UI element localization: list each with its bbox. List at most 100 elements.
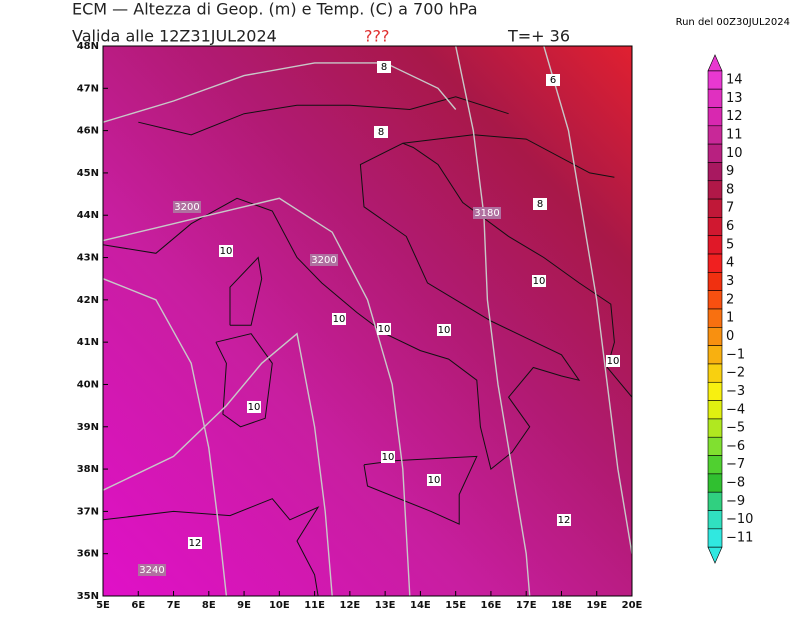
contour-label: 10 [382,452,395,463]
lon-label: 12E [339,600,360,611]
lat-label: 41N [77,337,99,348]
colorbar-box [707,272,723,291]
coastline [103,498,320,596]
contour-label-box [310,254,338,266]
contour-label: 10 [428,475,441,486]
contour-label: 10 [438,325,451,336]
contour-label: 10 [248,402,261,413]
colorbar-box [707,400,723,420]
height-contour [103,197,411,596]
colorbar-label: −3 [726,384,745,399]
colorbar-box [707,345,723,365]
colorbar-label: −8 [726,476,745,491]
lat-label: 45N [77,168,99,179]
contour-label: 3240 [139,565,164,576]
lat-label: 39N [77,422,99,433]
lat-label: 38N [77,464,99,475]
colorbar-label: 11 [726,127,743,142]
contour-label-box [188,537,202,549]
contour-label: 8 [537,199,543,210]
colorbar-label: 13 [726,91,743,106]
contour-label: 12 [189,538,202,549]
contour-label: 3180 [474,208,499,219]
lon-label: 11E [304,600,325,611]
colorbar-box [707,418,723,438]
colorbar-bottom [707,546,723,564]
colorbar-box [707,217,723,237]
flag: ??? [364,27,389,46]
colorbar-label: −7 [726,457,745,472]
lon-label: 6E [131,600,145,611]
colorbar-box [707,235,723,255]
contour-label-box [532,275,546,287]
colorbar-box [707,253,723,273]
contour-label: 10 [378,324,391,335]
colorbar-label: 9 [726,164,734,179]
colorbar-box [707,436,723,456]
coastline [402,134,615,178]
lon-label: 10E [269,600,290,611]
coastline [215,333,273,428]
contour-label-box [473,207,501,219]
plot-frame [102,45,633,597]
contour-label: 12 [558,515,571,526]
contour-label-box [546,74,560,86]
colorbar-label: −9 [726,494,745,509]
colorbar-label: −5 [726,421,745,436]
lon-label: 15E [445,600,466,611]
colorbar-box [707,180,723,200]
contour-label: 10 [220,246,233,257]
colorbar-box [707,473,723,493]
lat-label: 46N [77,126,99,137]
height-contour [543,46,632,554]
contour-label-box [557,514,571,526]
contour-label-box [427,474,441,486]
colorbar-label: 4 [726,256,734,271]
lat-label: 36N [77,549,99,560]
lat-label: 40N [77,379,99,390]
lon-label: 16E [481,600,502,611]
colorbar-box [707,125,723,145]
contour-label: 6 [550,75,556,86]
colorbar-label: −10 [726,512,753,527]
lon-label: 18E [551,600,572,611]
colorbar-label: 5 [726,237,734,252]
colorbar-box [707,327,723,346]
contour-label: 10 [333,314,346,325]
contour-label: 3200 [174,202,199,213]
lon-label: 13E [375,600,396,611]
contour-label: 8 [381,62,387,73]
contour-label-box [533,198,547,210]
contour-label-box [138,564,166,576]
lon-label: 17E [516,600,537,611]
colorbar-label: −11 [726,531,753,546]
lat-label: 43N [77,253,99,264]
lat-label: 42N [77,295,99,306]
coastline [138,96,509,136]
colorbar-label: −4 [726,402,745,417]
contour-label-box [437,324,451,336]
valid-time: Valida alle 12Z31JUL2024 [72,27,277,46]
colorbar-label: 6 [726,219,734,234]
lon-label: 20E [622,600,643,611]
height-contour [103,278,228,596]
colorbar-label: 12 [726,109,743,124]
contour-label-box [381,451,395,463]
height-contour [103,62,457,123]
contour-label: 10 [533,276,546,287]
colorbar-label: −2 [726,366,745,381]
colorbar-label: 14 [726,73,743,88]
colorbar-box [707,143,723,163]
colorbar-label: −1 [726,347,745,362]
colorbar-label: 10 [726,146,743,161]
coastline [363,455,478,525]
contour-label-box [377,323,391,335]
map-layer [103,46,632,596]
contour-label-box [606,355,620,367]
colorbar-label: 2 [726,292,734,307]
colorbar-box [707,510,723,530]
colorbar-label: 3 [726,274,734,289]
coastline [103,142,632,470]
lon-label: 14E [410,600,431,611]
